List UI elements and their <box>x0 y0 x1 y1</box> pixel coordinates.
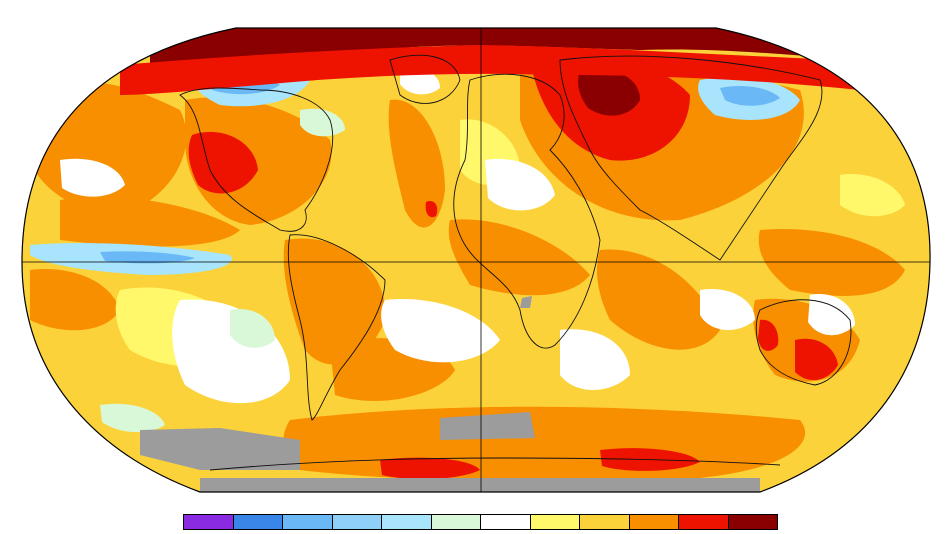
southern-ocean-orange <box>283 406 806 482</box>
legend-swatch-8 <box>580 515 630 529</box>
west-africa-red <box>425 200 438 218</box>
color-scale-legend <box>183 514 778 530</box>
asia-coast <box>559 55 823 261</box>
sahara-white <box>485 159 555 211</box>
australia-west-red <box>758 319 779 351</box>
pacific-white-patch <box>60 158 125 197</box>
antarctica-no-data-south <box>200 478 760 492</box>
antarctica-coast <box>209 457 781 471</box>
legend-swatch-5 <box>431 515 481 529</box>
antarctica-no-data-center <box>440 412 535 440</box>
map-svg <box>21 27 931 493</box>
south-atlantic-white <box>381 299 500 363</box>
antarctic-red <box>380 457 480 480</box>
indian-ocean-orange <box>597 249 720 350</box>
arctic-dark-red-band <box>150 28 830 70</box>
australia-coast <box>755 299 852 386</box>
legend-swatch-3 <box>332 515 382 529</box>
equatorial-pacific-blue <box>100 251 195 264</box>
legend-swatch-1 <box>233 515 283 529</box>
coastlines <box>179 54 852 471</box>
south-america-coast <box>287 234 386 421</box>
australia-white <box>808 294 855 336</box>
legend-swatch-2 <box>283 515 333 529</box>
north-america-coast <box>179 87 334 232</box>
antarctica-no-data-west <box>140 428 300 470</box>
map-body <box>22 28 931 492</box>
europe-africa-coast <box>453 73 601 349</box>
greenland-coast <box>389 54 461 104</box>
southeast-pacific-pale-green <box>100 403 165 433</box>
south-pacific-pale-green <box>230 309 275 348</box>
indian-light-yellow <box>840 174 905 217</box>
southwest-pacific-white <box>700 289 755 331</box>
legend-swatch-11 <box>728 515 777 529</box>
africa-no-data <box>520 296 532 308</box>
west-pacific-orange <box>758 229 905 296</box>
east-asia-blue <box>720 86 780 106</box>
us-west-red <box>188 131 258 194</box>
siberia-dark-red <box>578 68 640 116</box>
legend-swatch-9 <box>629 515 679 529</box>
south-america-orange <box>283 238 386 365</box>
legend-swatch-0 <box>184 515 234 529</box>
legend-swatch-7 <box>530 515 580 529</box>
map-outline <box>21 27 931 493</box>
legend-swatch-4 <box>382 515 432 529</box>
north-atlantic-orange <box>388 99 445 228</box>
legend-swatch-10 <box>679 515 729 529</box>
legend-swatch-6 <box>481 515 531 529</box>
africa-orange <box>448 219 590 296</box>
temperature-anomaly-map <box>21 27 931 493</box>
south-pacific-orange <box>30 269 120 331</box>
australia-red <box>795 338 838 381</box>
east-pacific-orange <box>60 196 240 247</box>
indian-ocean-white <box>560 329 630 390</box>
alaska-pale-green <box>300 108 345 137</box>
